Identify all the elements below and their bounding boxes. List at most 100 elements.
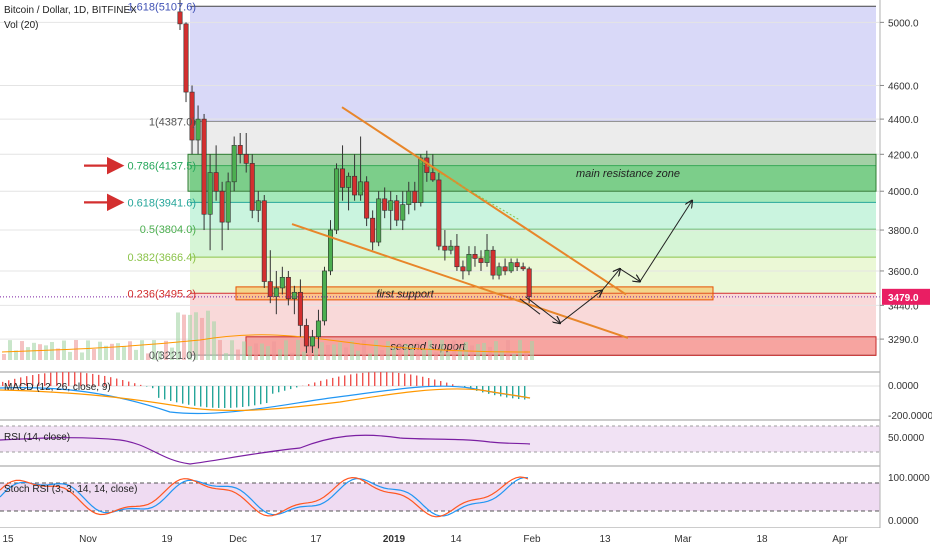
macd-histogram-bar (338, 377, 339, 386)
macd-histogram-bar (518, 386, 519, 399)
candle-body (196, 119, 200, 140)
volume-bar (116, 343, 120, 360)
stoch-label[interactable]: Stoch RSI (3, 3, 14, 14, close) (4, 484, 137, 495)
fib-label: 1.618(5107.6) (128, 1, 197, 13)
volume-bar (68, 352, 72, 360)
rsi-label[interactable]: RSI (14, close) (4, 432, 70, 443)
candle-body (413, 191, 417, 202)
zone-box[interactable] (236, 287, 713, 300)
volume-bar (140, 340, 144, 360)
macd-histogram-bar (416, 376, 417, 386)
candle-body (310, 337, 314, 346)
zone-box[interactable] (188, 154, 876, 191)
volume-bar (86, 340, 90, 360)
price-tick-label: 4400.0 (888, 115, 919, 126)
candle-body (527, 269, 531, 297)
volume-bar (470, 345, 474, 360)
volume-bar (110, 344, 114, 360)
macd-histogram-bar (404, 374, 405, 386)
volume-bar (344, 347, 348, 360)
time-tick-label: Mar (674, 534, 692, 545)
volume-bar (8, 340, 12, 360)
time-tick-label: 13 (599, 534, 611, 545)
price-tick-label: 4000.0 (888, 187, 919, 198)
macd-histogram-bar (272, 386, 273, 394)
candle-body (304, 325, 308, 346)
volume-bar (290, 353, 294, 360)
candle-body (184, 24, 188, 92)
candle-body (473, 254, 477, 258)
macd-histogram-bar (494, 386, 495, 395)
candle-body (178, 12, 182, 24)
candle-body (401, 205, 405, 221)
volume-bar (134, 350, 138, 360)
volume-bar (272, 342, 276, 360)
macd-histogram-bar (290, 386, 291, 389)
macd-histogram-bar (500, 386, 501, 396)
macd-label[interactable]: MACD (12, 26, close, 9) (4, 382, 111, 393)
volume-bar (296, 340, 300, 360)
volume-bar (518, 340, 522, 360)
time-tick-label: Apr (832, 534, 848, 545)
candle-body (382, 199, 386, 211)
symbol-title[interactable]: Bitcoin / Dollar, 1D, BITFINEX (4, 5, 137, 16)
macd-histogram-bar (182, 386, 183, 404)
macd-histogram-bar (428, 378, 429, 386)
price-tick-label: 4600.0 (888, 81, 919, 92)
macd-histogram-bar (176, 386, 177, 402)
volume-bar (374, 340, 378, 360)
macd-histogram-bar (158, 386, 159, 398)
macd-histogram-bar (344, 375, 345, 386)
macd-tick-label: 0.0000 (888, 381, 919, 392)
time-tick-label: Dec (229, 534, 247, 545)
volume-bar (224, 353, 228, 360)
volume-bar (362, 340, 366, 360)
volume-bar (530, 341, 534, 360)
volume-bar (398, 343, 402, 360)
time-tick-label: 19 (161, 534, 173, 545)
macd-histogram-bar (254, 386, 255, 405)
macd-histogram-bar (128, 382, 129, 386)
candle-body (497, 267, 501, 275)
volume-bar (212, 321, 216, 360)
macd-histogram-bar (314, 382, 315, 386)
macd-histogram-bar (446, 383, 447, 386)
candle-body (280, 277, 284, 288)
volume-bar (32, 343, 36, 360)
macd-histogram-bar (284, 386, 285, 391)
volume-bar (332, 344, 336, 360)
candle-body (346, 176, 350, 187)
candle-body (509, 263, 513, 271)
macd-histogram-bar (218, 386, 219, 408)
macd-histogram-bar (140, 385, 141, 386)
volume-bar (356, 351, 360, 360)
macd-histogram-bar (188, 386, 189, 405)
macd-histogram-bar (230, 386, 231, 408)
macd-histogram-bar (248, 386, 249, 406)
volume-bar (326, 345, 330, 360)
macd-histogram-bar (194, 386, 195, 406)
volume-bar (2, 354, 6, 360)
fib-label: 0.5(3804.0) (140, 224, 196, 236)
volume-bar (248, 346, 252, 360)
candle-body (521, 267, 525, 269)
fib-label: 0.382(3666.4) (128, 252, 197, 264)
macd-histogram-bar (242, 386, 243, 407)
macd-histogram-bar (368, 372, 369, 386)
candle-body (286, 277, 290, 298)
candle-body (226, 182, 230, 222)
fib-label: 1(4387.0) (149, 116, 196, 128)
volume-bar (44, 345, 48, 360)
macd-histogram-bar (452, 384, 453, 386)
macd-histogram-bar (170, 386, 171, 401)
macd-histogram-bar (356, 374, 357, 386)
candle-body (214, 173, 218, 192)
candle-body (274, 288, 278, 297)
fib-label: 0.786(4137.5) (128, 161, 197, 173)
fib-band (190, 6, 876, 121)
volume-label[interactable]: Vol (20) (4, 20, 38, 31)
last-price-label: 3479.0 (888, 293, 919, 304)
candle-body (322, 271, 326, 321)
volume-bar (284, 340, 288, 360)
